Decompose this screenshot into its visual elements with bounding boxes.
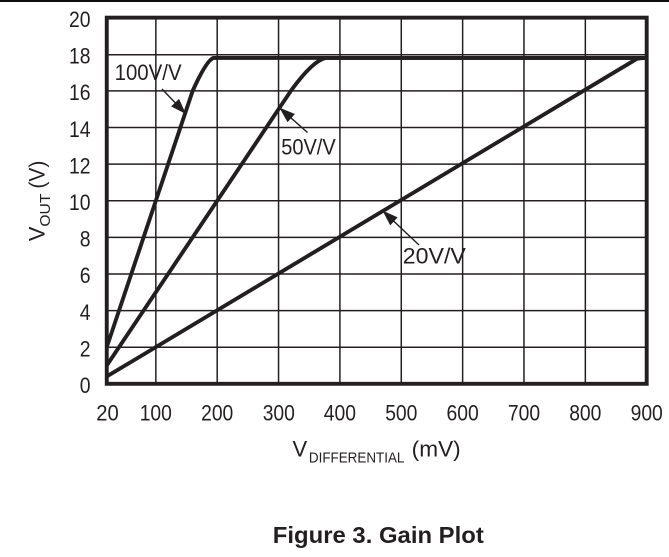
svg-text:300: 300 xyxy=(263,401,295,426)
svg-text:400: 400 xyxy=(324,401,356,426)
svg-text:DIFFERENTIAL: DIFFERENTIAL xyxy=(309,450,405,466)
svg-text:200: 200 xyxy=(201,401,233,426)
svg-text:12: 12 xyxy=(69,153,91,178)
svg-text:50V/V: 50V/V xyxy=(281,134,336,159)
svg-text:18: 18 xyxy=(69,44,91,69)
svg-text:OUT: OUT xyxy=(38,194,54,227)
svg-text:(mV): (mV) xyxy=(412,437,461,462)
svg-text:4: 4 xyxy=(80,300,91,325)
svg-text:10: 10 xyxy=(69,190,91,215)
svg-text:600: 600 xyxy=(447,401,479,426)
svg-text:6: 6 xyxy=(80,263,91,288)
svg-text:8: 8 xyxy=(80,227,91,252)
svg-text:20: 20 xyxy=(96,401,119,426)
svg-text:(V): (V) xyxy=(24,161,49,189)
svg-text:100: 100 xyxy=(140,401,172,426)
svg-text:14: 14 xyxy=(69,117,91,142)
svg-text:800: 800 xyxy=(569,401,601,426)
svg-text:2: 2 xyxy=(80,337,91,362)
svg-text:500: 500 xyxy=(385,401,417,426)
svg-text:100V/V: 100V/V xyxy=(115,60,182,85)
svg-text:700: 700 xyxy=(508,401,540,426)
svg-text:20: 20 xyxy=(69,7,91,32)
svg-text:Figure 3. Gain Plot: Figure 3. Gain Plot xyxy=(273,522,484,548)
svg-text:V: V xyxy=(293,437,308,462)
svg-text:V: V xyxy=(24,226,49,241)
svg-text:16: 16 xyxy=(69,80,91,105)
svg-text:900: 900 xyxy=(631,401,663,426)
svg-text:20V/V: 20V/V xyxy=(403,244,466,269)
svg-text:0: 0 xyxy=(80,373,91,398)
